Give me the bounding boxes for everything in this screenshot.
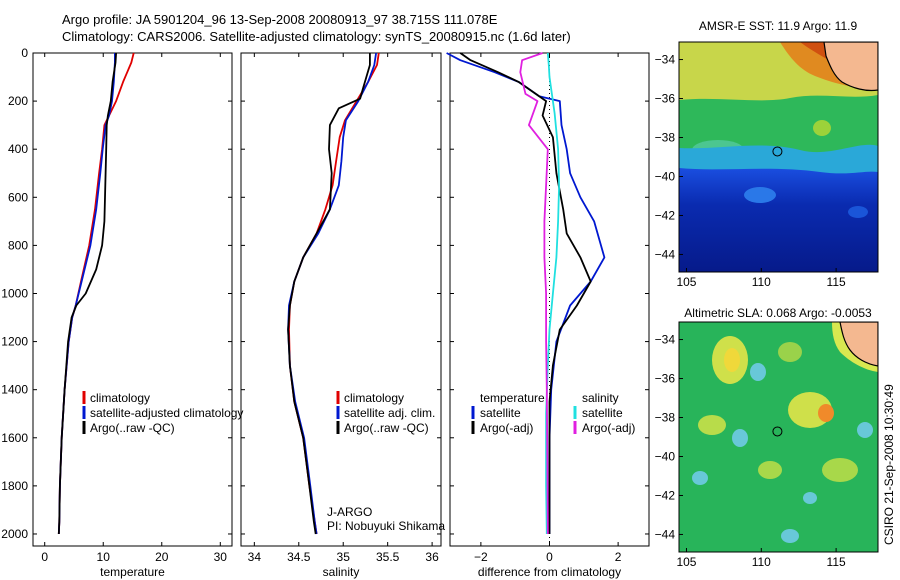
map-y-tick-label: −34 <box>655 53 676 67</box>
sst-float-marker <box>772 146 783 157</box>
annotation-program: J-ARGO <box>327 505 372 519</box>
x-tick-label: 35.5 <box>376 550 400 564</box>
y-tick-label: 0 <box>21 46 28 60</box>
legend-heading-salinity: salinity <box>582 391 619 405</box>
sla-field <box>679 322 878 552</box>
x-tick-label: 30 <box>214 550 228 564</box>
sst-map-title: AMSR-E SST: 11.9 Argo: 11.9 <box>699 19 858 33</box>
y-tick-label: 1800 <box>1 479 28 493</box>
series-line-black <box>57 52 117 535</box>
y-tick-label: 400 <box>8 142 28 156</box>
map-y-tick-label: −36 <box>655 92 676 106</box>
temperature-panel: 0 10 20 30 0 200 400 600 800 1000 1200 1400 1600 1800… <box>1 46 233 579</box>
map-x-tick-label: 105 <box>676 555 696 569</box>
series-line-red <box>57 52 135 535</box>
map-y-tick-label: −44 <box>655 527 676 541</box>
x-tick-label: 35 <box>337 550 351 564</box>
sst-map-frame <box>678 41 879 273</box>
legend-label-climatology: climatology <box>90 391 150 405</box>
map-x-tick-label: 110 <box>752 275 771 289</box>
sla-map-title: Altimetric SLA: 0.068 Argo: -0.0053 <box>684 306 872 320</box>
map-y-tick-label: −38 <box>655 411 676 425</box>
map-y-tick-label: −40 <box>655 169 676 183</box>
sla-float-marker <box>772 426 783 437</box>
legend-label-climatology: climatology <box>344 391 404 405</box>
map-y-tick-label: −44 <box>655 247 676 261</box>
y-tick-label: 200 <box>8 94 28 108</box>
map-y-tick-label: −42 <box>655 208 676 222</box>
y-tick-label: 1400 <box>1 383 28 397</box>
series-line-magenta <box>519 52 549 535</box>
legend-label-argo: Argo(..raw -QC) <box>90 421 175 435</box>
header-line-1: Argo profile: JA 5901204_96 13-Sep-2008 … <box>62 12 498 27</box>
legend-label-sal-argo: Argo(-adj) <box>582 421 635 435</box>
x-tick-label: 2 <box>615 550 622 564</box>
sla-map: Altimetric SLA: 0.068 Argo: -0.0053 105 1… <box>655 306 879 569</box>
salinity-legend: climatology satellite adj. clim. Argo(..… <box>327 391 445 533</box>
map-x-tick-label: 115 <box>827 275 846 289</box>
y-tick-label: 2000 <box>1 527 28 541</box>
x-tick-label: 34.5 <box>287 550 311 564</box>
x-tick-label: −2 <box>474 550 488 564</box>
y-tick-label: 1200 <box>1 335 28 349</box>
salinity-panel: 34 34.5 35 35.5 36 salinity <box>240 52 442 579</box>
map-x-tick-label: 105 <box>676 275 696 289</box>
map-y-tick-label: −40 <box>655 449 676 463</box>
annotation-pi: PI: Nobuyuki Shikama <box>327 519 445 533</box>
sla-map-axes: 105 110 115 −34 −36 −38 −40 −42 −44 <box>655 333 846 569</box>
x-axis-label: difference from climatology <box>478 565 621 579</box>
x-axis-label: temperature <box>100 565 165 579</box>
y-tick-label: 800 <box>8 238 28 252</box>
legend-label-temp-argo: Argo(-adj) <box>480 421 533 435</box>
x-axis-label: salinity <box>323 565 360 579</box>
plot-frame <box>32 52 233 547</box>
legend-heading-temperature: temperature <box>480 391 545 405</box>
y-tick-label: 600 <box>8 190 28 204</box>
x-tick-label: 10 <box>97 550 111 564</box>
map-y-tick-label: −34 <box>655 333 676 347</box>
difference-legend: temperature satellite Argo(-adj) salinit… <box>471 391 635 435</box>
map-x-tick-label: 110 <box>752 555 771 569</box>
series-line-black <box>459 52 592 534</box>
x-tick-label: 0 <box>546 550 553 564</box>
x-tick-label: 20 <box>155 550 169 564</box>
sla-map-frame <box>678 321 879 553</box>
series-line-blue <box>446 52 606 534</box>
y-tick-label: 1600 <box>1 431 28 445</box>
y-tick-label: 1000 <box>1 286 28 300</box>
header-line-2: Climatology: CARS2006. Satellite-adjuste… <box>62 29 571 44</box>
legend-label-satellite: satellite-adjusted climatology <box>90 406 243 420</box>
map-y-tick-label: −42 <box>655 488 676 502</box>
sst-field <box>679 42 878 272</box>
sst-map: AMSR-E SST: 11.9 Argo: 11.9 105 110 115 −34… <box>655 19 879 289</box>
series-line-blue <box>287 52 377 535</box>
x-tick-label: 34 <box>248 550 262 564</box>
x-tick-label: 36 <box>425 550 439 564</box>
plot-frame <box>240 52 442 547</box>
legend-label-temp-satellite: satellite <box>480 406 521 420</box>
temperature-legend: climatology satellite-adjusted climatolo… <box>82 391 243 435</box>
map-y-tick-label: −36 <box>655 372 676 386</box>
map-x-tick-label: 115 <box>827 555 846 569</box>
sst-map-axes: 105 110 115 −34 −36 −38 −40 −42 −44 <box>655 53 846 289</box>
x-tick-label: 0 <box>41 550 48 564</box>
series-line-black <box>287 53 371 535</box>
legend-label-argo: Argo(..raw -QC) <box>344 421 429 435</box>
side-timestamp-label: CSIRO 21-Sep-2008 10:30:49 <box>882 384 896 545</box>
legend-label-sal-satellite: satellite <box>582 406 623 420</box>
map-y-tick-label: −38 <box>655 131 676 145</box>
legend-label-satellite: satellite adj. clim. <box>344 406 435 420</box>
series-line-red <box>288 52 380 535</box>
